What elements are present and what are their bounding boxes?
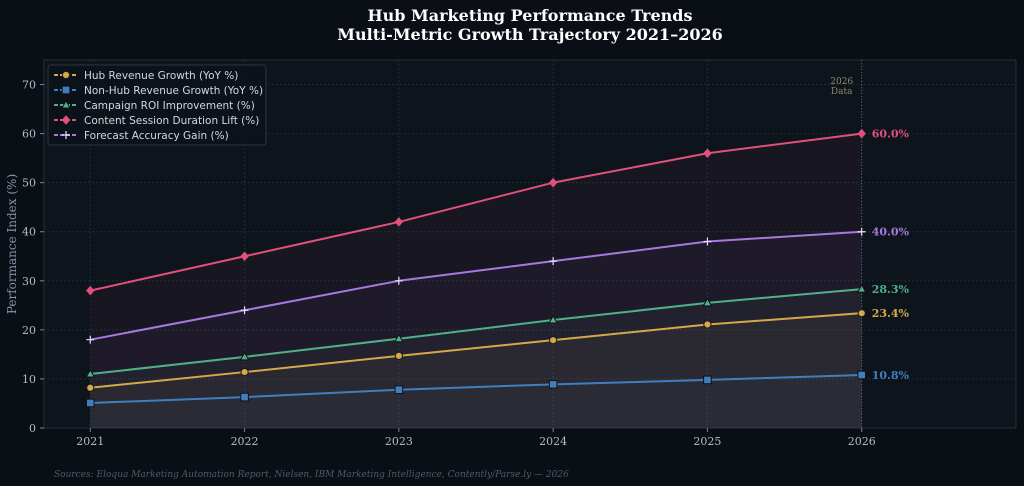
series-fill xyxy=(90,375,862,428)
data-point xyxy=(394,385,404,395)
data-point xyxy=(549,257,558,266)
data-point xyxy=(703,237,712,246)
y-tick-label: 20 xyxy=(22,324,36,337)
data-point xyxy=(394,217,404,227)
data-point xyxy=(240,306,249,315)
series-fill xyxy=(90,133,862,428)
legend-item: Forecast Accuracy Gain (%) xyxy=(54,130,229,142)
chart-title: Hub Marketing Performance Trends xyxy=(368,6,693,25)
data-point xyxy=(240,251,249,262)
data-point xyxy=(85,285,95,296)
legend: Hub Revenue Growth (YoY %) Non-Hub Revenu… xyxy=(47,64,267,146)
data-point xyxy=(857,309,866,318)
axes: 0 10 20 30 40 50 60 70 2021 2022 2023 2024 2025 2026 xyxy=(22,79,876,448)
series-line xyxy=(90,312,862,389)
data-point xyxy=(61,99,71,109)
data-point xyxy=(86,335,95,344)
legend-label: Content Session Duration Lift (%) xyxy=(84,115,259,127)
legend-label: Hub Revenue Growth (YoY %) xyxy=(84,70,238,82)
data-point xyxy=(857,227,866,236)
legend-label: Forecast Accuracy Gain (%) xyxy=(84,130,229,142)
legend-label: Non-Hub Revenue Growth (YoY %) xyxy=(84,85,263,97)
y-tick-label: 50 xyxy=(22,177,36,190)
data-point xyxy=(548,177,558,188)
data-point xyxy=(548,314,558,324)
end-value-label: 23.4% xyxy=(872,307,910,320)
end-value-label: 60.0% xyxy=(872,128,910,141)
series-fill xyxy=(90,313,862,428)
y-tick-label: 30 xyxy=(22,275,36,288)
data-point xyxy=(239,351,250,361)
data-point xyxy=(85,398,95,408)
y-tick-label: 40 xyxy=(22,226,36,239)
data-point xyxy=(548,380,558,389)
data-point xyxy=(394,276,403,285)
legend-item: Non-Hub Revenue Growth (YoY %) xyxy=(54,85,263,97)
end-labels: 23.4% 10.8% 28.3% 60.0% 40.0% xyxy=(872,128,910,382)
data-point xyxy=(394,351,403,360)
end-value-label: 28.3% xyxy=(872,283,910,296)
data-point xyxy=(857,370,867,380)
x-tick-label: 2025 xyxy=(693,435,721,448)
data-point xyxy=(61,85,71,95)
data-point xyxy=(61,70,71,80)
data-point xyxy=(394,333,404,343)
end-value-label: 10.8% xyxy=(872,369,910,382)
data-point xyxy=(240,367,249,377)
data-point xyxy=(703,375,712,385)
x-tick-label: 2021 xyxy=(76,435,104,448)
data-point xyxy=(702,297,713,307)
end-value-label: 40.0% xyxy=(872,226,910,239)
series-markers xyxy=(85,128,867,408)
series-fills xyxy=(90,133,862,428)
series-line xyxy=(90,288,862,376)
data-point xyxy=(703,148,712,159)
y-tick-label: 70 xyxy=(22,79,36,92)
legend-item: Hub Revenue Growth (YoY %) xyxy=(54,70,238,82)
data-point xyxy=(61,115,71,125)
data-point xyxy=(86,383,95,392)
data-point xyxy=(857,128,867,139)
y-axis-label: Performance Index (%) xyxy=(5,174,19,314)
annotation-text: Data xyxy=(831,87,853,97)
data-point xyxy=(703,320,712,329)
y-tick-label: 0 xyxy=(29,422,36,435)
series-line xyxy=(90,374,862,404)
x-tick-label: 2023 xyxy=(385,435,413,448)
data-point xyxy=(240,392,249,402)
legend-label: Campaign ROI Improvement (%) xyxy=(84,100,255,112)
legend-item: Campaign ROI Improvement (%) xyxy=(54,99,255,112)
series-fill xyxy=(90,289,862,428)
x-tick-label: 2024 xyxy=(539,435,567,448)
annotation-text: 2026 xyxy=(830,77,853,87)
series-lines xyxy=(90,132,862,404)
series-line xyxy=(90,132,862,292)
data-point xyxy=(856,283,867,293)
data-point xyxy=(549,336,558,345)
legend-box xyxy=(47,64,267,146)
x-tick-label: 2026 xyxy=(848,435,876,448)
legend-item: Content Session Duration Lift (%) xyxy=(54,115,259,127)
data-point xyxy=(62,131,70,139)
y-tick-label: 10 xyxy=(22,373,36,386)
source-note: Sources: Eloqua Marketing Automation Rep… xyxy=(54,470,569,480)
chart-subtitle: Multi-Metric Growth Trajectory 2021–2026 xyxy=(337,25,722,44)
series-line xyxy=(90,230,862,341)
data-point xyxy=(85,368,96,378)
x-tick-label: 2022 xyxy=(231,435,259,448)
y-tick-label: 60 xyxy=(22,128,36,141)
